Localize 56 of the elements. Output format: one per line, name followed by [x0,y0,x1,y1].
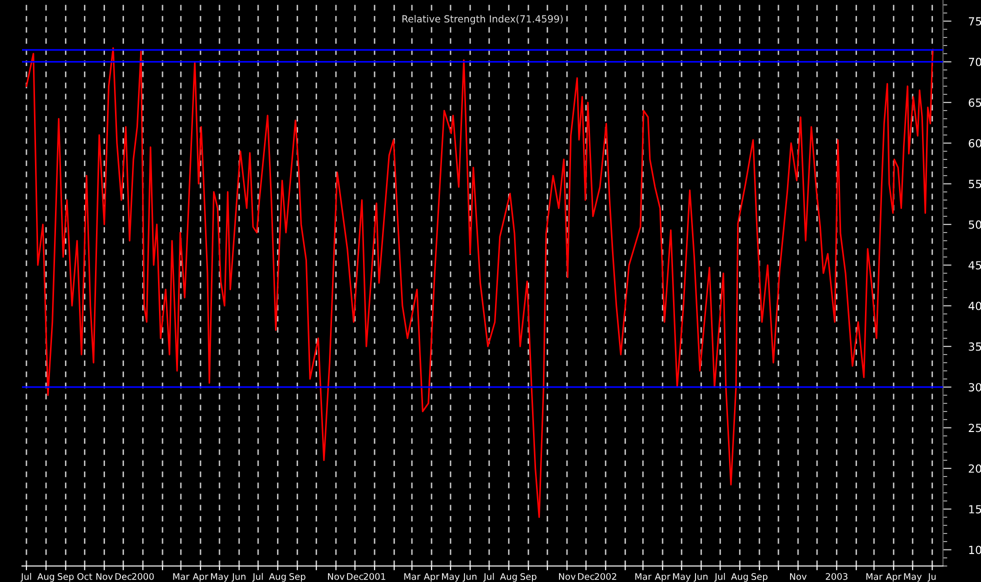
y-tick-label: 35 [968,342,981,351]
x-tick-label: Sep [58,573,74,582]
y-tick-label: 10 [969,546,981,554]
y-tick-label: 20 [968,464,981,473]
y-tick-label: 30 [968,383,981,392]
x-tick-label: Jul [252,572,263,582]
y-tick-label: 75 [968,17,981,26]
x-tick-label: Jul [20,572,32,582]
x-tick-label: Jun [694,573,708,582]
x-tick-label: Apr [886,573,902,582]
x-tick-label: Dec [347,573,364,580]
y-tick-label: 55 [968,180,981,188]
x-tick-label: Oct [77,573,92,580]
x-tick-label: Ju [928,573,936,582]
x-tick-label: May [673,573,691,582]
x-tick-label: 2003 [826,573,848,580]
x-tick-label: Jul [483,572,494,582]
x-tick-label: 2002 [594,573,616,580]
x-tick-label: Apr [654,573,670,582]
y-tick-label: 25 [968,424,981,432]
x-tick-label: 2000 [132,573,154,580]
y-tick-label: 65 [968,98,981,107]
x-tick-label: Sep [752,573,768,582]
x-tick-label: Aug [731,573,748,582]
x-tick-label: Jun [462,573,476,582]
x-tick-label: Mar [866,573,883,580]
x-tick-label: Apr [192,573,208,582]
x-tick-label: Sep [520,573,536,582]
x-tick-label: Dec [578,573,594,580]
y-tick-label: 70 [968,58,981,66]
x-tick-label: Nov [790,573,807,580]
x-tick-label: Apr [424,573,440,582]
x-tick-label: May [904,573,922,582]
line-series [26,47,934,518]
x-tick-label: Dec [115,573,132,580]
x-tick-label: Mar [404,573,420,580]
x-tick-label: Jun [232,573,246,582]
y-tick-label: 40 [968,302,981,310]
y-tick-label: 50 [968,220,981,229]
text: Relative Strength Index(71.4599) [402,14,563,24]
x-tick-label: Sep [289,573,306,582]
y-tick-label: 15 [969,505,981,514]
y-tick-label: 45 [968,261,981,270]
x-tick-label: 2001 [364,573,386,580]
x-tick-label: Aug [268,573,286,582]
x-tick-label: Jul [714,572,725,582]
x-tick-label: Nov [96,573,113,580]
x-tick-label: Nov [559,573,576,580]
x-tick-label: Mar [635,573,652,580]
x-tick-label: Nov [328,573,345,580]
x-tick-label: Aug [500,573,517,582]
x-tick-label: May [442,573,460,582]
x-tick-label: Mar [173,573,190,580]
x-tick-label: May [211,573,229,582]
y-tick-label: 60 [968,139,981,148]
x-tick-label: Aug [37,573,54,582]
